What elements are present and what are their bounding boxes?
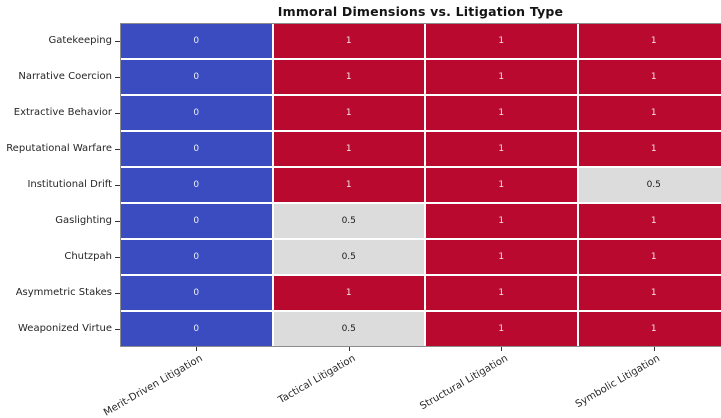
heatmap-cell: 0.5 (273, 204, 424, 238)
heatmap-cell: 0 (121, 60, 272, 94)
y-tick-mark (115, 256, 120, 258)
y-tick-mark (115, 112, 120, 114)
x-tick-label: Symbolic Litigation (574, 353, 663, 411)
y-tick-label: Reputational Warfare (6, 143, 112, 154)
heatmap-cell: 1 (578, 60, 721, 94)
heatmap-cell: 1 (578, 312, 721, 346)
y-tick-mark (115, 148, 120, 150)
heatmap-cell: 1 (426, 240, 577, 274)
heatmap-cell: 1 (273, 276, 424, 310)
y-tick-label: Chutzpah (64, 251, 112, 262)
heatmap-cell: 0.5 (578, 168, 721, 202)
heatmap-cell: 1 (426, 24, 577, 58)
x-tick-label: Merit-Driven Litigation (102, 353, 205, 418)
y-tick-mark (115, 220, 120, 222)
heatmap-grid: 0 1 1 1 0 1 1 1 0 1 1 1 0 1 1 1 0 1 1 0.5 0 0.5 1 1 0 0.5 1 1 0 1 1 1 0 0… (120, 23, 721, 347)
heatmap-cell: 0.5 (273, 312, 424, 346)
y-tick-mark (115, 292, 120, 294)
y-axis: Gatekeeping Narrative Coercion Extractive … (0, 23, 120, 347)
y-tick-mark (115, 76, 120, 78)
heatmap-cell: 0 (121, 24, 272, 58)
heatmap-cell: 0.5 (273, 240, 424, 274)
x-tick-label: Tactical Litigation (276, 353, 358, 407)
heatmap-cell: 1 (426, 204, 577, 238)
heatmap-cell: 0 (121, 312, 272, 346)
y-tick-mark (115, 184, 120, 186)
heatmap-cell: 1 (426, 276, 577, 310)
y-tick-label: Weaponized Virtue (17, 323, 112, 334)
heatmap-cell: 1 (273, 24, 424, 58)
x-tick-mark (196, 347, 198, 351)
x-tick-label: Structural Litigation (418, 353, 510, 413)
heatmap-cell: 1 (426, 96, 577, 130)
x-tick-mark (348, 347, 350, 351)
heatmap-cell: 1 (273, 168, 424, 202)
heatmap-cell: 1 (426, 132, 577, 166)
heatmap-cell: 1 (426, 312, 577, 346)
heatmap-cell: 0 (121, 204, 272, 238)
heatmap-cell: 0 (121, 276, 272, 310)
y-tick-label: Institutional Drift (27, 179, 112, 190)
y-tick-label: Gaslighting (55, 215, 112, 226)
y-tick-label: Extractive Behavior (13, 107, 112, 118)
heatmap-cell: 1 (578, 132, 721, 166)
heatmap-cell: 1 (426, 168, 577, 202)
heatmap-cell: 0 (121, 96, 272, 130)
heatmap-cell: 0 (121, 240, 272, 274)
y-tick-label: Gatekeeping (48, 35, 112, 46)
x-tick-mark (501, 347, 503, 351)
heatmap-cell: 1 (426, 60, 577, 94)
y-tick-label: Narrative Coercion (18, 71, 112, 82)
heatmap-cell: 1 (578, 240, 721, 274)
heatmap-cell: 1 (578, 24, 721, 58)
heatmap-cell: 1 (578, 276, 721, 310)
chart-title: Immoral Dimensions vs. Litigation Type (277, 4, 564, 19)
heatmap-cell: 1 (578, 204, 721, 238)
x-tick-mark (653, 347, 655, 351)
heatmap-cell: 1 (578, 96, 721, 130)
y-tick-mark (115, 40, 120, 42)
heatmap-cell: 0 (121, 168, 272, 202)
heatmap-cell: 1 (273, 132, 424, 166)
y-tick-mark (115, 328, 120, 330)
heatmap-cell: 1 (273, 60, 424, 94)
heatmap-cell: 1 (273, 96, 424, 130)
heatmap-cell: 0 (121, 132, 272, 166)
y-tick-label: Asymmetric Stakes (15, 287, 112, 298)
